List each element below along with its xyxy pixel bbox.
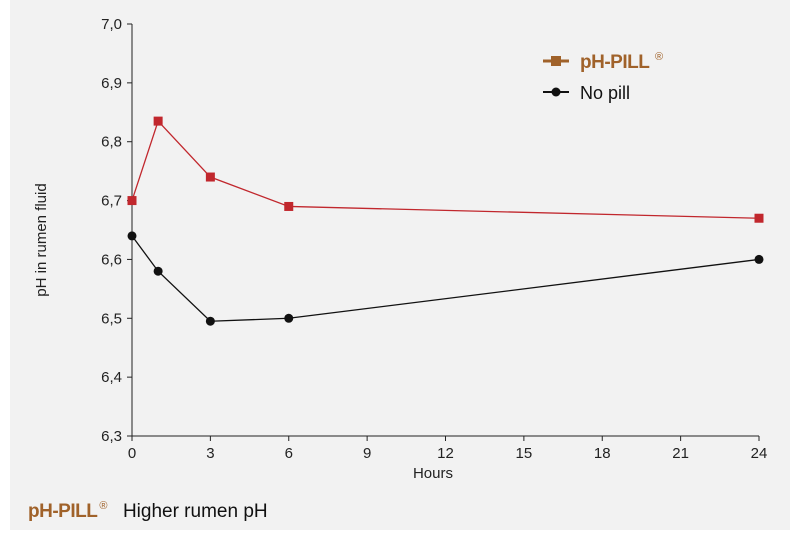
legend-mark-ph-pill: ® xyxy=(655,51,663,63)
data-point-ph-pill xyxy=(205,172,215,182)
x-tick-label: 15 xyxy=(516,445,533,462)
y-axis-label: pH in rumen fluid xyxy=(33,183,50,296)
data-point-ph-pill xyxy=(284,201,294,211)
x-tick-label: 6 xyxy=(285,445,293,462)
y-tick-label: 6,3 xyxy=(101,428,122,445)
data-point-ph-pill xyxy=(153,116,163,126)
footer-text: Higher rumen pH xyxy=(122,501,268,522)
x-tick-label: 12 xyxy=(437,445,454,462)
x-tick-label: 24 xyxy=(751,445,768,462)
data-point-no-pill xyxy=(153,266,163,276)
data-point-no-pill xyxy=(127,231,137,241)
chart-panel xyxy=(10,0,790,530)
x-tick-label: 18 xyxy=(594,445,611,462)
footer-brand-mark: ® xyxy=(99,500,107,512)
x-axis-label: Hours xyxy=(413,465,453,482)
y-tick-label: 6,4 xyxy=(101,369,122,386)
legend-label-ph-pill: pH-PILL xyxy=(580,52,650,73)
x-tick-label: 0 xyxy=(128,445,136,462)
x-tick-label: 21 xyxy=(672,445,689,462)
y-tick-label: 6,5 xyxy=(101,310,122,327)
legend-marker-ph-pill xyxy=(551,56,561,66)
data-point-no-pill xyxy=(284,313,294,323)
legend-marker-no-pill xyxy=(551,87,561,97)
y-tick-label: 7,0 xyxy=(101,16,122,33)
series-line-ph-pill xyxy=(131,119,760,219)
footer-caption: pH-PILL ® Higher rumen pH xyxy=(28,500,268,523)
data-point-ph-pill xyxy=(127,196,137,206)
x-tick-label: 3 xyxy=(206,445,214,462)
footer-brand: pH-PILL ® xyxy=(28,500,107,522)
x-tick-label: 9 xyxy=(363,445,371,462)
y-tick-label: 6,8 xyxy=(101,134,122,151)
y-tick-label: 6,9 xyxy=(101,75,122,92)
footer-brand-name: pH-PILL xyxy=(28,501,98,522)
series-line-no-pill xyxy=(131,235,760,322)
legend-label-no-pill: No pill xyxy=(580,83,630,103)
data-point-ph-pill xyxy=(754,213,764,223)
data-point-no-pill xyxy=(754,254,764,264)
data-point-no-pill xyxy=(205,316,215,326)
y-tick-label: 6,7 xyxy=(101,193,122,210)
y-tick-label: 6,6 xyxy=(101,251,122,268)
